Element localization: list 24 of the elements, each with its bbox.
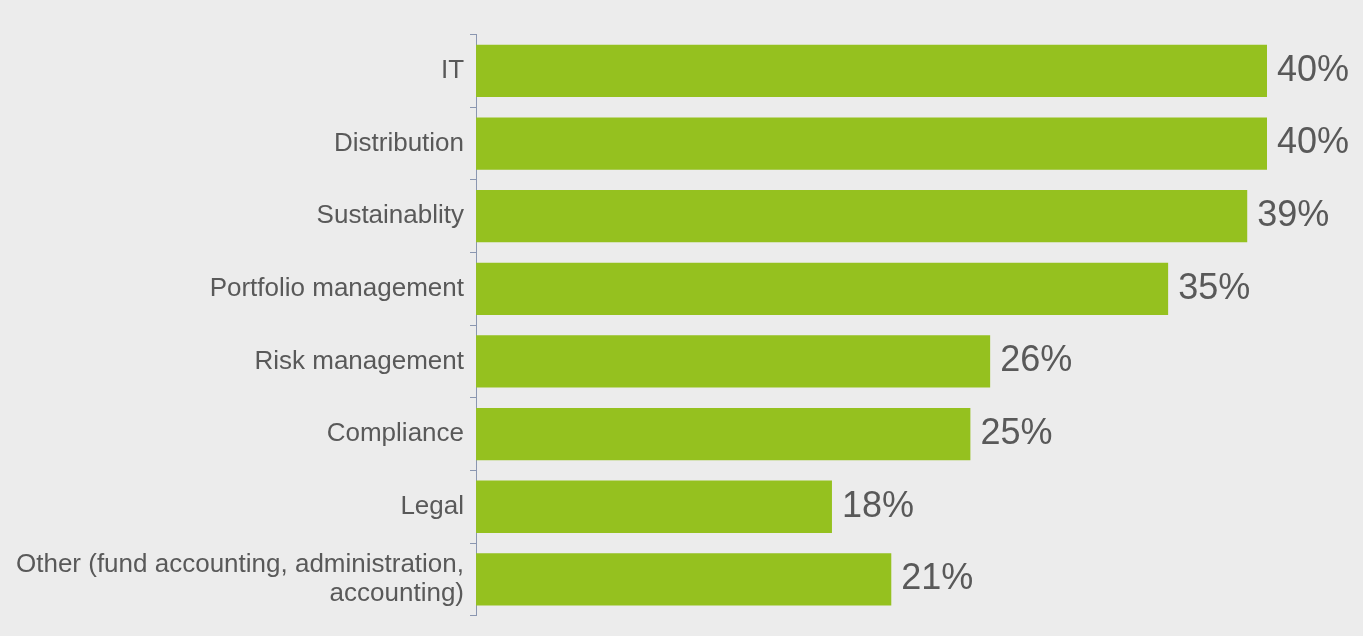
data-label: 40% bbox=[1277, 120, 1350, 162]
data-label: 21% bbox=[901, 556, 974, 598]
data-label: 40% bbox=[1277, 47, 1350, 89]
data-label: 18% bbox=[841, 483, 915, 525]
data-label: 26% bbox=[1000, 338, 1073, 380]
data-label: 25% bbox=[980, 411, 1053, 453]
data-label: 35% bbox=[1178, 265, 1251, 307]
bar bbox=[476, 335, 991, 388]
bar bbox=[476, 262, 1169, 315]
bar bbox=[476, 190, 1248, 243]
data-label: 39% bbox=[1257, 193, 1330, 235]
y-tick-label: Portfolio management bbox=[209, 272, 465, 302]
bar bbox=[476, 44, 1267, 98]
y-tick-label: Risk management bbox=[254, 344, 465, 375]
bar bbox=[476, 480, 832, 533]
y-tick-label: Legal bbox=[400, 489, 465, 520]
y-tick-label: Compliance bbox=[326, 417, 465, 448]
bar bbox=[476, 407, 971, 461]
y-tick-label: IT bbox=[440, 54, 465, 85]
y-tick-label: Sustainablity bbox=[316, 199, 465, 230]
y-tick-label: Other (fund accounting, administration, accounting) bbox=[15, 548, 465, 607]
bar bbox=[476, 117, 1267, 170]
bar bbox=[476, 553, 892, 606]
y-tick-label: Distribution bbox=[333, 126, 465, 157]
